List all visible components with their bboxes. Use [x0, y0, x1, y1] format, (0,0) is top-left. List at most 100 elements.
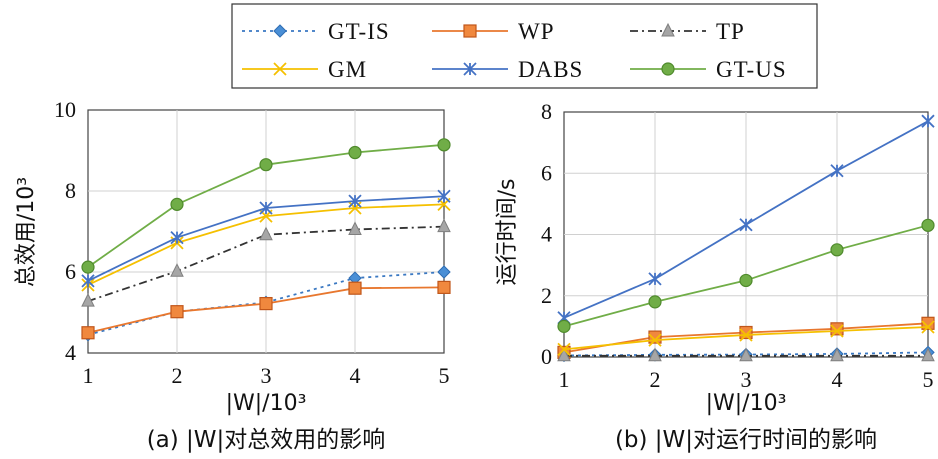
chart-b-ytick-0: 0: [541, 344, 552, 369]
chart-b-point-tp-4: [830, 347, 844, 362]
chart-a-point-wp-2: [170, 305, 184, 319]
legend: GT-IS WP TP GM DABS GT-US: [231, 3, 818, 89]
legend-item-gm: GM: [242, 57, 367, 82]
legend-item-gt-us: GT-US: [630, 57, 787, 82]
legend-label-tp: TP: [716, 19, 745, 44]
chart-a-line-tp: [87, 225, 445, 303]
chart-a-point-dabs-1: [81, 274, 95, 288]
chart-a-point-wp-1: [81, 326, 95, 340]
chart-a-series-dabs: [81, 189, 451, 288]
chart-b-series-dabs: [557, 114, 935, 325]
chart-a-xtick-2: 2: [172, 363, 183, 388]
legend-label-wp: WP: [518, 19, 555, 44]
chart-b-point-gm-5: [921, 320, 935, 334]
chart-b-point-gt-us-4: [830, 243, 844, 257]
chart-b-xtick-2: 2: [650, 367, 661, 392]
chart-a-ylabel: 总效用/10³: [14, 177, 39, 287]
chart-b-caption: (b) |W|对运行时间的影响: [615, 427, 877, 453]
legend-label-gt-us: GT-US: [716, 57, 787, 82]
legend-marker-gt-is: [273, 24, 287, 38]
chart-b-ytick-4: 4: [541, 222, 552, 247]
chart-b-series-gt-us: [557, 218, 935, 333]
chart-a-xtick-4: 4: [350, 363, 361, 388]
legend-item-dabs: DABS: [432, 57, 583, 82]
chart-b-point-dabs-4: [830, 164, 844, 178]
chart-a-series-tp: [81, 218, 451, 307]
chart-a-point-tp-1: [81, 293, 95, 307]
chart-a-point-tp-3: [259, 226, 273, 241]
chart-b: 0 2 4 6 8 1 2 3 4 5 运行时间/s |W|/10³ (b) |W|对运行时间的影…: [495, 99, 935, 453]
chart-a-ytick-10: 10: [54, 97, 76, 122]
chart-b-point-dabs-2: [648, 272, 662, 286]
chart-b-xtick-1: 1: [559, 367, 570, 392]
chart-a-xtick-3: 3: [261, 363, 272, 388]
chart-b-point-gm-4: [830, 324, 844, 338]
chart-a-ytick-6: 6: [65, 259, 76, 284]
chart-a-point-tp-5: [437, 218, 451, 233]
chart-a-point-wp-3: [259, 296, 273, 311]
chart-b-point-gm-1: [557, 342, 571, 356]
legend-marker-dabs: [463, 62, 477, 76]
chart-a-point-tp-2: [170, 263, 184, 277]
legend-marker-gm: [273, 62, 287, 76]
chart-a-series-gt-us: [81, 138, 451, 274]
chart-a-caption: (a) |W|对总效用的影响: [147, 427, 386, 453]
chart-a-point-tp-4: [348, 221, 362, 235]
chart-a-series-wp: [81, 280, 451, 340]
chart-b-xtick-4: 4: [832, 367, 843, 392]
chart-b-point-tp-2: [648, 347, 662, 362]
chart-b-xlabel: |W|/10³: [706, 391, 787, 416]
chart-b-point-gt-us-2: [648, 295, 662, 309]
chart-b-series-tp: [557, 347, 935, 362]
chart-b-ytick-2: 2: [541, 283, 552, 308]
chart-a-xlabel: |W|/10³: [226, 391, 307, 416]
chart-b-ytick-6: 6: [541, 160, 552, 185]
legend-item-tp: TP: [630, 19, 745, 44]
chart-b-point-tp-3: [739, 347, 753, 362]
chart-b-point-gt-us-1: [557, 319, 571, 333]
chart-b-ytick-8: 8: [541, 99, 552, 124]
chart-b-point-tp-1: [557, 347, 571, 362]
chart-b-ylabel: 运行时间/s: [495, 179, 520, 286]
chart-a-point-dabs-2: [170, 230, 184, 245]
chart-b-point-gt-us-5: [921, 218, 935, 232]
legend-marker-gt-us: [661, 62, 675, 76]
chart-a-point-gt-us-1: [81, 260, 95, 274]
chart-b-point-tp-5: [921, 347, 935, 362]
chart-a-ytick-8: 8: [65, 178, 76, 203]
chart-b-point-gm-3: [739, 328, 753, 342]
chart-a-point-gt-us-2: [170, 197, 184, 211]
chart-a-point-dabs-3: [259, 201, 273, 215]
legend-item-wp: WP: [432, 19, 555, 44]
chart-a-point-wp-5: [437, 280, 451, 294]
legend-item-gt-is: GT-IS: [242, 19, 390, 44]
chart-b-point-dabs-3: [739, 218, 753, 232]
chart-b-point-wp-3: [739, 325, 753, 340]
chart-a-point-gt-us-4: [348, 145, 362, 160]
chart-b-xtick-5: 5: [923, 367, 934, 392]
chart-a-xtick-5: 5: [439, 363, 450, 388]
legend-label-dabs: DABS: [518, 57, 583, 82]
chart-b-point-dabs-5: [921, 114, 935, 128]
legend-border: [231, 3, 818, 89]
chart-a-point-gt-us-5: [437, 138, 451, 152]
legend-marker-wp: [463, 24, 477, 38]
legend-marker-tp: [661, 22, 675, 37]
chart-b-point-wp-4: [830, 322, 844, 336]
chart-a-ytick-4: 4: [65, 340, 76, 365]
chart-a-point-gt-is-5: [437, 265, 451, 279]
chart-b-xtick-3: 3: [741, 367, 752, 392]
legend-label-gt-is: GT-IS: [328, 19, 390, 44]
chart-a-point-dabs-4: [348, 194, 362, 208]
chart-b-point-gm-2: [648, 333, 662, 347]
chart-b-point-gt-us-3: [739, 273, 753, 288]
legend-label-gm: GM: [328, 57, 367, 82]
chart-a-point-wp-4: [348, 281, 362, 295]
chart-a-point-gt-us-3: [259, 158, 273, 172]
chart-b-series-gm: [557, 320, 935, 356]
chart-a-line-gt-is: [87, 271, 445, 336]
chart-a-xtick-1: 1: [83, 363, 94, 388]
chart-a-point-dabs-5: [437, 189, 451, 203]
